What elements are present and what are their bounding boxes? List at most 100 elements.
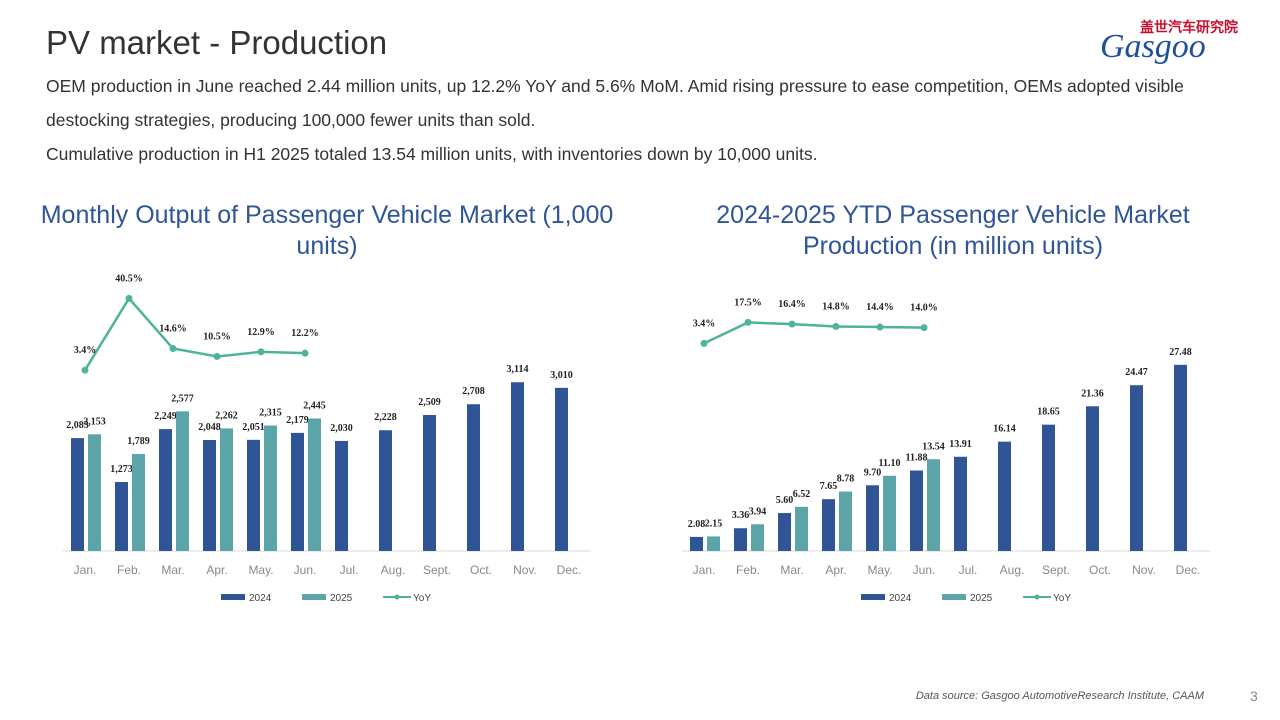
x-tick-label: Jan. (74, 563, 97, 577)
logo-text: 盖世汽车研究院 (1140, 19, 1238, 35)
x-tick-label: Sept. (1042, 563, 1070, 577)
data-label: 14.8% (822, 301, 850, 312)
x-tick-label: Oct. (1089, 563, 1111, 577)
data-label: 2,249 (154, 411, 177, 422)
bar (159, 429, 172, 551)
data-label: 12.2% (291, 328, 319, 339)
x-tick-label: Apr. (206, 563, 227, 577)
bar (379, 430, 392, 551)
x-tick-label: Apr. (825, 563, 846, 577)
x-tick-label: Nov. (1132, 563, 1156, 577)
line-point (169, 345, 177, 353)
data-label: 2,262 (215, 410, 238, 421)
x-tick-label: Sept. (423, 563, 451, 577)
data-label: 14.6% (159, 324, 187, 335)
data-label: 2,051 (242, 422, 265, 433)
x-tick-label: Jan. (693, 563, 716, 577)
data-label: 17.5% (734, 297, 762, 308)
legend-label: 2024 (889, 593, 912, 604)
x-tick-label: Aug. (1000, 563, 1025, 577)
data-label: 3,010 (550, 370, 573, 381)
x-tick-label: Mar. (161, 563, 184, 577)
x-tick-label: Feb. (736, 563, 760, 577)
data-label: 27.48 (1169, 347, 1192, 358)
bar (734, 528, 747, 551)
data-label: 16.4% (778, 299, 806, 310)
bar (71, 438, 84, 551)
bar (690, 536, 703, 551)
x-tick-label: Jun. (294, 563, 317, 577)
data-label: 2,048 (198, 422, 221, 433)
line-point (125, 294, 133, 302)
x-tick-label: Aug. (381, 563, 406, 577)
line-point (257, 348, 265, 356)
line-point (213, 352, 221, 360)
bar (866, 485, 879, 551)
bar (883, 475, 896, 551)
legend-label: YoY (1053, 593, 1071, 604)
data-label: 2.08 (688, 519, 706, 530)
data-label: 2,030 (330, 423, 353, 434)
bar (910, 470, 923, 551)
data-label: 5.60 (776, 495, 794, 506)
data-label: 11.88 (906, 453, 928, 464)
legend-label: 2025 (970, 593, 993, 604)
data-label: 2,315 (259, 408, 282, 419)
legend-dot (1034, 594, 1040, 600)
data-label: 24.47 (1125, 367, 1148, 378)
data-label: 2,708 (462, 386, 485, 397)
x-tick-label: Feb. (117, 563, 141, 577)
data-label: 2.15 (705, 518, 723, 529)
bar (88, 434, 101, 551)
data-label: 18.65 (1037, 407, 1060, 418)
data-label: 14.4% (866, 302, 894, 313)
paragraph: Cumulative production in H1 2025 totaled… (46, 144, 818, 164)
chart-title: Monthly Output of Passenger Vehicle Mark… (40, 201, 614, 260)
data-label: 2,509 (418, 397, 441, 408)
data-label: 2,153 (83, 416, 106, 427)
data-label: 12.9% (247, 327, 275, 338)
paragraph: OEM production in June reached 2.44 mill… (46, 76, 1184, 130)
bar (1086, 406, 1099, 551)
bar (998, 441, 1011, 551)
bar (1042, 424, 1055, 551)
x-tick-label: Nov. (513, 563, 537, 577)
bar (1130, 385, 1143, 551)
logo-text: Gasgoo (1100, 28, 1206, 65)
data-label: 2,179 (286, 415, 309, 426)
legend-dot (394, 594, 400, 600)
source-note: Data source: Gasgoo AutomotiveResearch I… (915, 690, 1204, 702)
data-label: 2,445 (303, 400, 326, 411)
bar (822, 499, 835, 551)
bar (707, 536, 720, 551)
bar (247, 439, 260, 551)
line-point (744, 318, 752, 326)
data-label: 2,083 (66, 420, 89, 431)
bar (927, 459, 940, 551)
data-label: 14.0% (910, 303, 938, 314)
x-tick-label: Jun. (913, 563, 936, 577)
data-label: 1,273 (110, 464, 133, 475)
bar (291, 432, 304, 551)
data-label: 8.78 (837, 474, 855, 485)
bar (423, 415, 436, 551)
bar (308, 418, 321, 551)
bar (264, 425, 277, 551)
data-label: 3,114 (507, 364, 529, 375)
line-point (788, 320, 796, 328)
bar (1174, 364, 1187, 551)
data-label: 11.10 (879, 458, 901, 469)
bar (511, 382, 524, 551)
x-tick-label: May. (248, 563, 273, 577)
bar (220, 428, 233, 551)
legend-swatch (302, 594, 326, 600)
bar (115, 482, 128, 551)
data-label: 3.36 (732, 510, 750, 521)
bar (176, 411, 189, 551)
data-label: 2,228 (374, 412, 397, 423)
legend-label: YoY (413, 593, 431, 604)
slide-title: PV market - Production (46, 24, 388, 61)
line-point (832, 322, 840, 330)
data-label: 1,789 (127, 436, 150, 447)
